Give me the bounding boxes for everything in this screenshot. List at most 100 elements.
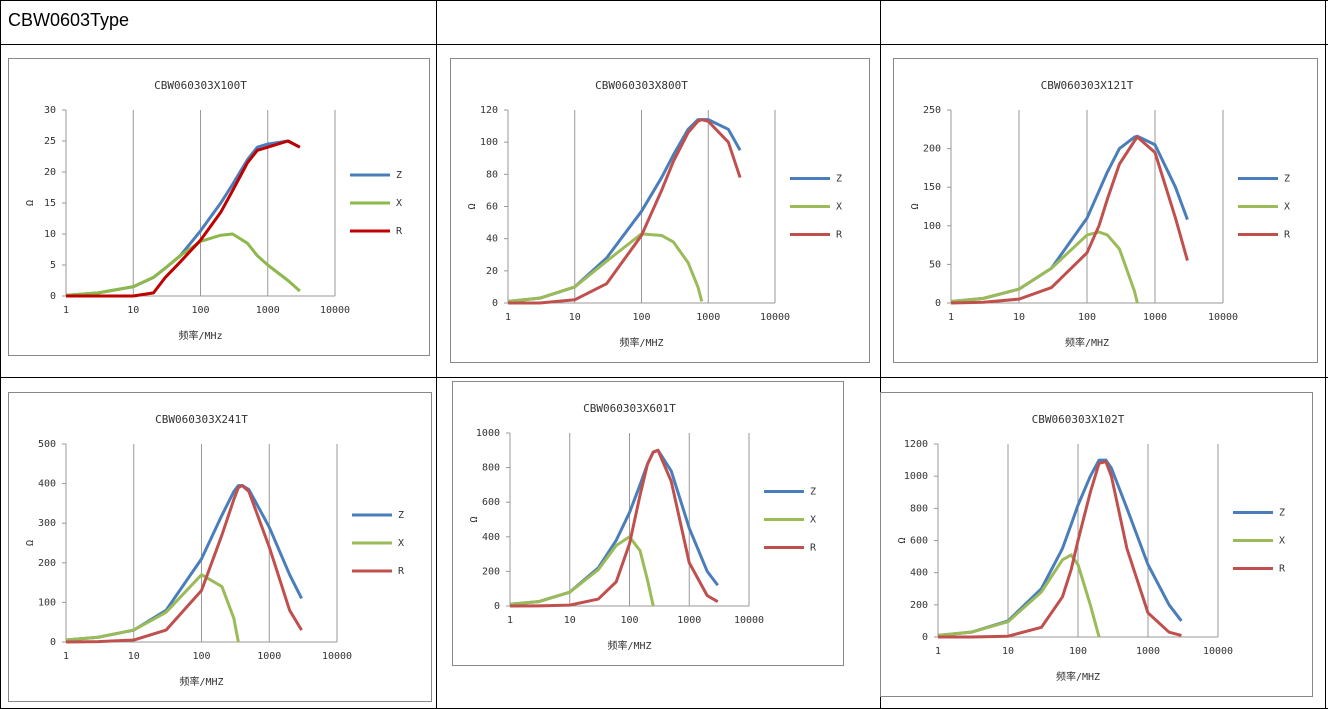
y-tick-label: 15 [44, 198, 56, 209]
y-axis-label: Ω [469, 516, 480, 522]
series-line [509, 535, 655, 607]
y-tick-label: 600 [910, 536, 928, 547]
y-axis-label: Ω [910, 203, 921, 209]
y-tick-label: 60 [486, 202, 498, 213]
chart: CBW060303X102T 频率/MHZ Ω 1 10 100 1000 10000 0 200… [880, 392, 1313, 697]
border [0, 0, 1328, 1]
x-axis-label: 频率/MHZ [179, 675, 223, 688]
legend-label: X [1284, 202, 1290, 213]
x-tick-label: 1 [505, 312, 511, 323]
y-tick-label: 120 [480, 105, 498, 116]
y-axis-label: Ω [897, 537, 908, 543]
y-tick-label: 400 [482, 532, 500, 543]
series-line [65, 232, 301, 297]
y-tick-label: 100 [38, 597, 56, 608]
y-tick-label: 5 [50, 260, 56, 271]
y-tick-label: 1200 [904, 439, 928, 450]
y-tick-label: 0 [50, 637, 56, 648]
legend-label: Z [810, 487, 816, 498]
y-tick-label: 50 [929, 259, 941, 270]
legend-label: X [396, 198, 402, 209]
series-line [66, 139, 301, 298]
x-tick-label: 100 [192, 651, 210, 662]
x-tick-label: 10 [128, 651, 140, 662]
y-tick-label: 800 [910, 503, 928, 514]
y-tick-label: 500 [38, 439, 56, 450]
x-tick-label: 10 [127, 305, 139, 316]
x-tick-label: 100 [1069, 646, 1087, 657]
chart-frame [8, 392, 432, 702]
x-tick-label: 1000 [257, 651, 281, 662]
series-line [950, 230, 1139, 304]
x-axis-label: 频率/MHZ [607, 639, 651, 652]
series-line [937, 458, 1183, 637]
y-tick-label: 30 [44, 105, 56, 116]
x-tick-label: 1000 [1136, 646, 1160, 657]
border [0, 377, 1328, 378]
series-line [938, 460, 1182, 639]
y-axis-label: Ω [25, 200, 36, 206]
legend-label: X [1279, 536, 1285, 547]
x-axis-label: 频率/MHZ [1065, 336, 1109, 349]
y-axis-label: Ω [25, 540, 36, 546]
y-tick-label: 250 [923, 105, 941, 116]
legend-label: X [810, 515, 816, 526]
legend-label: X [836, 202, 842, 213]
y-tick-label: 10 [44, 229, 56, 240]
x-tick-label: 1 [507, 615, 513, 626]
legend-label: R [1284, 230, 1291, 241]
legend-label: Z [1284, 174, 1290, 185]
chart: CBW060303X100T 频率/MHz Ω 1 10 100 1000 10000 0 5 10… [8, 58, 430, 356]
chart: CBW060303X121T 频率/MHZ Ω 1 10 100 1000 10000 0 50 1… [893, 58, 1318, 363]
y-tick-label: 0 [494, 601, 500, 612]
legend-label: R [810, 543, 817, 554]
y-tick-label: 0 [492, 298, 498, 309]
y-tick-label: 300 [38, 518, 56, 529]
x-tick-label: 1000 [696, 312, 720, 323]
x-tick-label: 1 [63, 651, 69, 662]
y-tick-label: 600 [482, 497, 500, 508]
x-tick-label: 10000 [1208, 312, 1238, 323]
chart-title: CBW060303X601T [583, 402, 676, 415]
y-tick-label: 800 [482, 463, 500, 474]
legend-label: Z [1279, 508, 1285, 519]
series-line [508, 118, 742, 305]
series-line [65, 139, 301, 297]
chart-title: CBW060303X121T [1041, 79, 1134, 92]
series-line [509, 448, 719, 608]
x-tick-label: 1 [935, 646, 941, 657]
border [436, 0, 437, 709]
x-tick-label: 10000 [1203, 646, 1233, 657]
x-tick-label: 1000 [256, 305, 280, 316]
y-tick-label: 200 [38, 558, 56, 569]
chart-frame [452, 381, 844, 666]
y-tick-label: 40 [486, 234, 498, 245]
y-tick-label: 400 [910, 568, 928, 579]
y-tick-label: 1000 [904, 471, 928, 482]
series-line [950, 134, 1189, 303]
y-tick-label: 20 [486, 266, 498, 277]
y-axis-label: Ω [467, 203, 478, 209]
legend-label: Z [836, 174, 842, 185]
legend-label: R [1279, 564, 1286, 575]
chart-frame [893, 58, 1318, 363]
chart-frame [450, 58, 870, 363]
x-tick-label: 10 [569, 312, 581, 323]
legend-label: R [398, 566, 405, 577]
series-line [507, 118, 742, 303]
y-tick-label: 100 [480, 137, 498, 148]
x-axis-label: 频率/MHZ [1056, 670, 1100, 683]
x-tick-label: 1000 [677, 615, 701, 626]
y-tick-label: 80 [486, 169, 498, 180]
y-tick-label: 200 [923, 144, 941, 155]
chart-title: CBW060303X100T [154, 79, 247, 92]
x-tick-label: 10000 [734, 615, 764, 626]
y-tick-label: 0 [935, 298, 941, 309]
x-axis-label: 频率/MHz [178, 329, 222, 342]
y-tick-label: 200 [910, 600, 928, 611]
legend-label: R [836, 230, 843, 241]
x-tick-label: 10000 [760, 312, 790, 323]
table-title: CBW0603Type [8, 10, 130, 30]
chart: CBW060303X241T 频率/MHZ Ω 1 10 100 1000 10000 0 100… [8, 392, 432, 702]
x-tick-label: 10000 [322, 651, 352, 662]
